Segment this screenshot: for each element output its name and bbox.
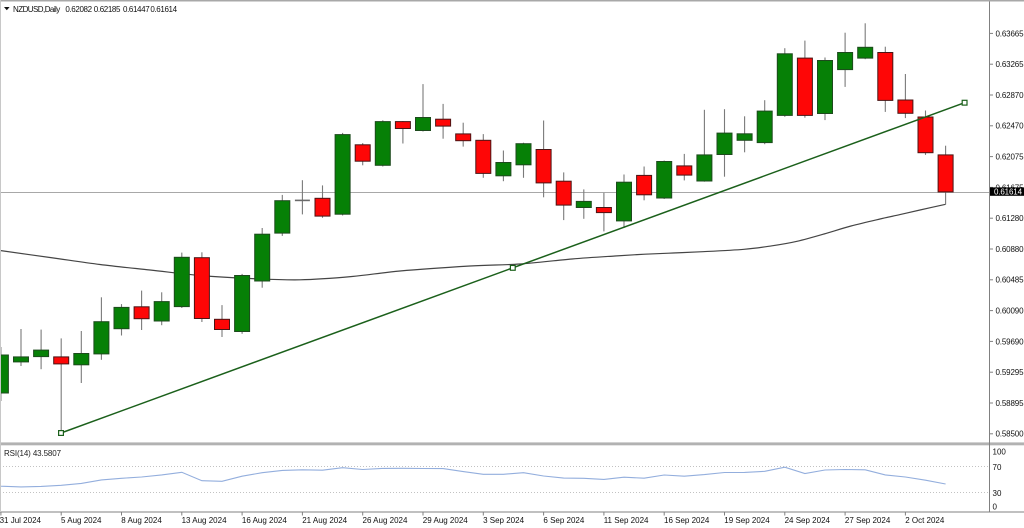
svg-text:0.63665: 0.63665: [996, 29, 1024, 38]
svg-text:0.58895: 0.58895: [996, 399, 1024, 408]
svg-text:0.59690: 0.59690: [996, 337, 1024, 346]
svg-text:0.62082: 0.62082: [65, 5, 92, 14]
svg-text:30: 30: [993, 489, 1002, 498]
svg-text:0.61447: 0.61447: [123, 5, 150, 14]
svg-text:16 Aug 2024: 16 Aug 2024: [242, 516, 287, 525]
svg-text:5 Aug 2024: 5 Aug 2024: [61, 516, 102, 525]
svg-text:0.58500: 0.58500: [996, 430, 1024, 439]
svg-text:0.62870: 0.62870: [996, 91, 1024, 100]
svg-text:8 Aug 2024: 8 Aug 2024: [121, 516, 162, 525]
svg-text:16 Sep 2024: 16 Sep 2024: [664, 516, 710, 525]
svg-text:0.61614: 0.61614: [994, 187, 1023, 196]
svg-text:0.62470: 0.62470: [996, 122, 1024, 131]
svg-text:6 Sep 2024: 6 Sep 2024: [543, 516, 584, 525]
svg-text:21 Aug 2024: 21 Aug 2024: [302, 516, 347, 525]
svg-text:0.62185: 0.62185: [94, 5, 121, 14]
svg-text:26 Aug 2024: 26 Aug 2024: [363, 516, 408, 525]
svg-text:0.62075: 0.62075: [996, 153, 1024, 162]
svg-text:70: 70: [993, 463, 1002, 472]
svg-text:0.63265: 0.63265: [996, 60, 1024, 69]
svg-text:3 Sep 2024: 3 Sep 2024: [483, 516, 524, 525]
svg-text:NZDUSD,Daily: NZDUSD,Daily: [13, 5, 60, 14]
svg-text:RSI(14) 43.5807: RSI(14) 43.5807: [4, 449, 62, 458]
svg-text:100: 100: [993, 447, 1007, 456]
svg-text:0.60880: 0.60880: [996, 245, 1024, 254]
svg-text:0.60485: 0.60485: [996, 276, 1024, 285]
svg-text:13 Aug 2024: 13 Aug 2024: [182, 516, 227, 525]
svg-text:29 Aug 2024: 29 Aug 2024: [423, 516, 468, 525]
svg-text:24 Sep 2024: 24 Sep 2024: [785, 516, 831, 525]
svg-text:2 Oct 2024: 2 Oct 2024: [905, 516, 945, 525]
svg-text:0.60090: 0.60090: [996, 307, 1024, 316]
svg-text:11 Sep 2024: 11 Sep 2024: [604, 516, 649, 525]
svg-text:0.61614: 0.61614: [150, 5, 177, 14]
svg-text:0: 0: [993, 503, 998, 512]
svg-text:19 Sep 2024: 19 Sep 2024: [724, 516, 770, 525]
svg-text:0.59295: 0.59295: [996, 368, 1024, 377]
svg-text:31 Jul 2024: 31 Jul 2024: [0, 516, 42, 525]
svg-text:0.61280: 0.61280: [996, 214, 1024, 223]
svg-text:27 Sep 2024: 27 Sep 2024: [845, 516, 891, 525]
